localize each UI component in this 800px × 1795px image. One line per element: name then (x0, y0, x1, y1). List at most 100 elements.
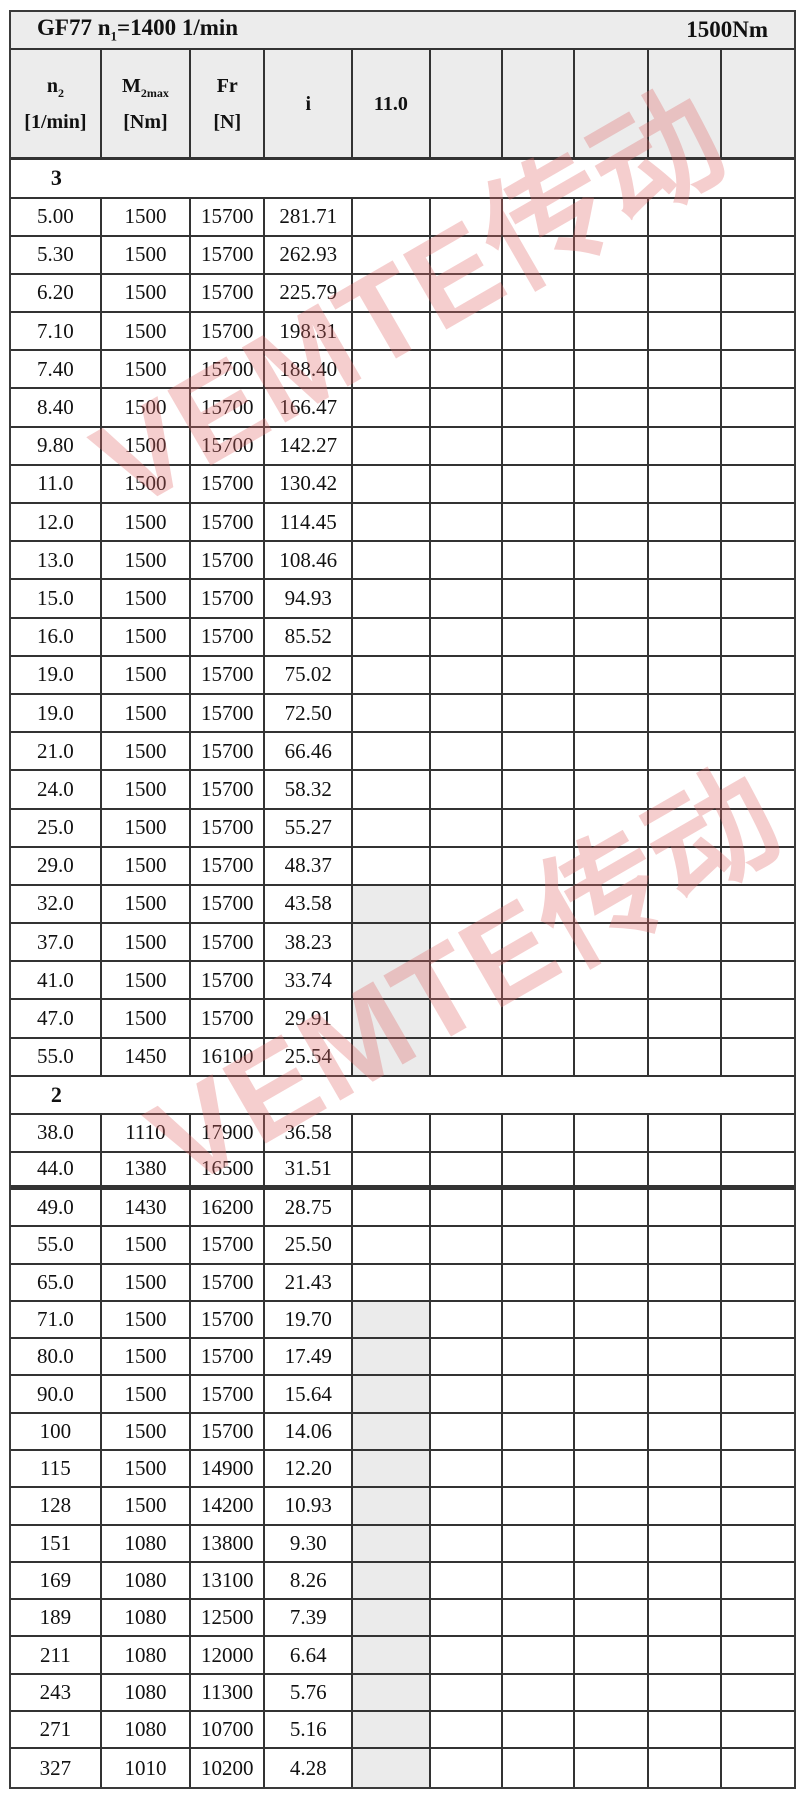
cell-empty (503, 1339, 575, 1375)
table-row: 12.0 1500 15700 114.45 (11, 504, 794, 543)
cell-empty (649, 1674, 722, 1711)
cell-n2: 7.10 (11, 313, 102, 350)
cell-empty (649, 1152, 722, 1185)
cell-empty (503, 1301, 575, 1338)
table-row: 49.0 1430 16200 28.75 (11, 1189, 794, 1228)
cell-empty (649, 1000, 722, 1037)
cell-empty (431, 580, 503, 617)
cell-n2: 271 (11, 1712, 102, 1748)
cell-empty (575, 1450, 650, 1487)
cell-empty (575, 389, 650, 426)
cell-empty (649, 1488, 722, 1524)
cell-m2max: 1500 (102, 1376, 192, 1412)
cell-i: 5.76 (265, 1674, 354, 1711)
table-row: 151 1080 13800 9.30 (11, 1525, 794, 1563)
cell-empty (575, 504, 650, 541)
cell-ratio (353, 1749, 431, 1787)
cell-empty (722, 1600, 794, 1635)
cell-empty (431, 1450, 503, 1487)
cell-empty (575, 1000, 650, 1037)
cell-empty (503, 427, 575, 464)
cell-n2: 128 (11, 1488, 102, 1524)
cell-empty (649, 618, 722, 655)
cell-empty (503, 847, 575, 884)
cell-empty (649, 1301, 722, 1338)
cell-empty (722, 1376, 794, 1411)
cell-ratio (353, 542, 431, 579)
cell-empty (503, 1227, 575, 1263)
cell-empty (503, 924, 575, 961)
cell-empty (575, 274, 650, 312)
cell-n2: 55.0 (11, 1227, 102, 1263)
cell-empty (503, 771, 575, 808)
cell-n2: 65.0 (11, 1264, 102, 1300)
cell-empty (575, 1562, 650, 1599)
cell-empty (575, 1376, 650, 1412)
cell-empty (431, 1562, 503, 1599)
cell-i: 55.27 (265, 809, 354, 846)
cell-fr: 15700 (191, 962, 266, 999)
cell-ratio (353, 656, 431, 693)
cell-i: 17.49 (265, 1339, 354, 1375)
cell-empty (722, 886, 794, 922)
col-header-empty-4 (649, 50, 722, 157)
cell-n2: 169 (11, 1562, 102, 1599)
cell-empty (649, 1712, 722, 1748)
cell-m2max: 1080 (102, 1637, 192, 1673)
cell-m2max: 1110 (102, 1115, 192, 1151)
table-row: 24.0 1500 15700 58.32 (11, 771, 794, 810)
cell-i: 19.70 (265, 1301, 354, 1338)
cell-n2: 6.20 (11, 274, 102, 312)
cell-empty (431, 1637, 503, 1673)
cell-empty (722, 389, 794, 425)
cell-m2max: 1500 (102, 771, 192, 808)
cell-empty (575, 580, 650, 617)
cell-ratio (353, 1488, 431, 1524)
cell-fr: 15700 (191, 465, 266, 502)
section-label: 3 (50, 165, 62, 191)
cell-i: 72.50 (265, 694, 354, 732)
cell-empty (503, 1038, 575, 1075)
table-row: 8.40 1500 15700 166.47 (11, 389, 794, 428)
cell-m2max: 1500 (102, 885, 192, 923)
cell-empty (649, 1525, 722, 1561)
cell-m2max: 1500 (102, 1450, 192, 1487)
cell-empty (649, 694, 722, 732)
cell-empty (503, 694, 575, 732)
table-row: 211 1080 12000 6.64 (11, 1637, 794, 1675)
section-label: 2 (50, 1082, 62, 1108)
cell-n2: 327 (11, 1749, 102, 1787)
cell-empty (575, 198, 650, 235)
cell-empty (431, 1525, 503, 1561)
cell-empty (649, 1749, 722, 1787)
cell-empty (649, 236, 722, 273)
cell-empty (575, 1525, 650, 1561)
table-row: 16.0 1500 15700 85.52 (11, 618, 794, 657)
cell-empty (575, 1115, 650, 1151)
cell-m2max: 1380 (102, 1152, 192, 1185)
cell-ratio (353, 809, 431, 846)
table-body: 3 5.00 1500 15700 281.71 5.30 1500 15700… (11, 160, 794, 1787)
cell-fr: 15700 (191, 1413, 266, 1449)
cell-n2: 13.0 (11, 542, 102, 579)
cell-fr: 15700 (191, 542, 266, 579)
cell-empty (575, 1674, 650, 1711)
cell-fr: 15700 (191, 274, 266, 312)
table-row: 271 1080 10700 5.16 (11, 1712, 794, 1750)
cell-i: 8.26 (265, 1562, 354, 1599)
cell-n2: 19.0 (11, 656, 102, 693)
cell-i: 36.58 (265, 1115, 354, 1151)
cell-empty (722, 962, 794, 998)
cell-empty (649, 1562, 722, 1599)
cell-fr: 15700 (191, 351, 266, 388)
cell-empty (649, 465, 722, 502)
cell-i: 142.27 (265, 427, 354, 464)
cell-ratio (353, 504, 431, 541)
cell-fr: 12500 (191, 1600, 266, 1636)
cell-empty (649, 809, 722, 846)
cell-m2max: 1500 (102, 924, 192, 961)
table-row: 71.0 1500 15700 19.70 (11, 1301, 794, 1340)
cell-empty (503, 1600, 575, 1636)
cell-ratio (353, 389, 431, 426)
cell-empty (503, 1562, 575, 1599)
